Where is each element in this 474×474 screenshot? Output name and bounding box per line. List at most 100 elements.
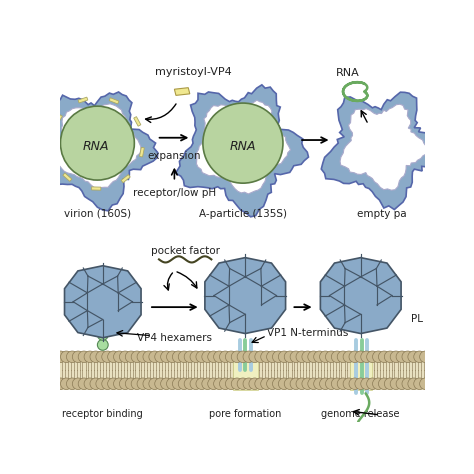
Circle shape	[108, 378, 119, 390]
Circle shape	[426, 351, 437, 363]
Circle shape	[408, 351, 419, 363]
Circle shape	[225, 378, 237, 390]
Circle shape	[419, 378, 431, 390]
Circle shape	[143, 378, 155, 390]
Circle shape	[178, 378, 190, 390]
Circle shape	[173, 351, 184, 363]
Circle shape	[337, 351, 349, 363]
Circle shape	[302, 351, 313, 363]
Polygon shape	[50, 145, 55, 155]
Text: RNA: RNA	[230, 140, 256, 153]
Circle shape	[237, 351, 249, 363]
Circle shape	[184, 378, 196, 390]
Bar	[350, 351, 372, 390]
Circle shape	[49, 378, 60, 390]
Bar	[233, 351, 257, 390]
Circle shape	[137, 351, 149, 363]
Circle shape	[243, 378, 255, 390]
Circle shape	[361, 351, 372, 363]
Circle shape	[302, 378, 313, 390]
Polygon shape	[320, 258, 401, 334]
Circle shape	[208, 351, 219, 363]
Polygon shape	[91, 187, 101, 190]
Circle shape	[108, 351, 119, 363]
Circle shape	[97, 339, 108, 350]
Circle shape	[202, 351, 213, 363]
Circle shape	[319, 351, 331, 363]
Circle shape	[273, 351, 284, 363]
Circle shape	[119, 378, 131, 390]
Circle shape	[237, 378, 249, 390]
Circle shape	[255, 351, 266, 363]
Polygon shape	[321, 92, 443, 210]
Circle shape	[331, 351, 343, 363]
Circle shape	[402, 351, 413, 363]
Circle shape	[378, 351, 390, 363]
Circle shape	[349, 378, 361, 390]
Circle shape	[314, 351, 325, 363]
Circle shape	[214, 378, 225, 390]
Circle shape	[308, 351, 319, 363]
Circle shape	[73, 378, 84, 390]
Circle shape	[255, 378, 266, 390]
Circle shape	[61, 351, 72, 363]
Circle shape	[225, 351, 237, 363]
Circle shape	[261, 378, 272, 390]
Circle shape	[355, 378, 366, 390]
Circle shape	[184, 351, 196, 363]
Circle shape	[84, 351, 96, 363]
Circle shape	[161, 351, 172, 363]
Circle shape	[178, 351, 190, 363]
Circle shape	[219, 351, 231, 363]
Circle shape	[367, 378, 378, 390]
Polygon shape	[55, 104, 141, 188]
Circle shape	[96, 351, 108, 363]
Polygon shape	[134, 117, 141, 126]
Circle shape	[49, 351, 60, 363]
Text: A-particle (135S): A-particle (135S)	[199, 209, 287, 219]
Circle shape	[97, 319, 108, 330]
Polygon shape	[63, 173, 72, 182]
Circle shape	[331, 378, 343, 390]
Circle shape	[78, 378, 90, 390]
Circle shape	[408, 378, 419, 390]
Text: RNA: RNA	[336, 68, 359, 78]
Circle shape	[367, 351, 378, 363]
Circle shape	[296, 378, 308, 390]
Text: empty pa: empty pa	[357, 209, 407, 219]
Circle shape	[61, 106, 134, 180]
Circle shape	[390, 351, 402, 363]
Circle shape	[384, 351, 396, 363]
Circle shape	[214, 351, 225, 363]
Circle shape	[373, 351, 384, 363]
Circle shape	[203, 103, 283, 183]
Circle shape	[378, 378, 390, 390]
Circle shape	[390, 378, 402, 390]
Text: myristoyl-VP4: myristoyl-VP4	[155, 67, 231, 77]
Text: RNA: RNA	[82, 140, 109, 153]
Circle shape	[66, 378, 78, 390]
Circle shape	[231, 378, 243, 390]
Circle shape	[402, 378, 413, 390]
Circle shape	[414, 351, 425, 363]
Text: receptor/low pH: receptor/low pH	[133, 188, 216, 198]
Text: expansion: expansion	[147, 151, 201, 161]
Circle shape	[314, 378, 325, 390]
Polygon shape	[55, 115, 63, 124]
Circle shape	[66, 351, 78, 363]
Circle shape	[190, 351, 201, 363]
Circle shape	[284, 378, 296, 390]
Circle shape	[384, 378, 396, 390]
Text: VP1 N-terminus: VP1 N-terminus	[267, 328, 348, 337]
Circle shape	[97, 329, 108, 340]
Circle shape	[208, 378, 219, 390]
Text: receptor binding: receptor binding	[63, 409, 143, 419]
Circle shape	[161, 378, 172, 390]
Polygon shape	[174, 88, 190, 95]
Circle shape	[96, 378, 108, 390]
Circle shape	[343, 351, 355, 363]
Circle shape	[419, 351, 431, 363]
Text: VP4 hexamers: VP4 hexamers	[137, 333, 212, 343]
Circle shape	[119, 351, 131, 363]
Circle shape	[125, 378, 137, 390]
